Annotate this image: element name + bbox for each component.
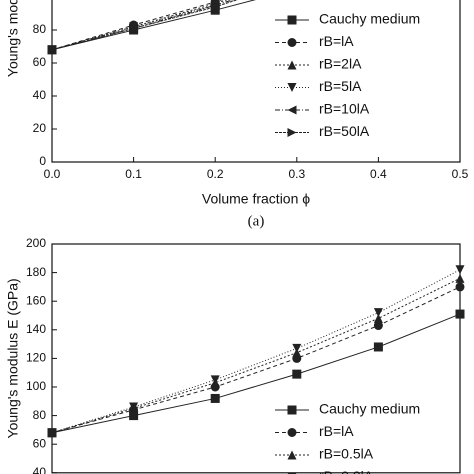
legend-marker (287, 405, 297, 415)
y-tick-label: 60 (33, 436, 47, 450)
x-tick-label: 0.3 (288, 167, 305, 181)
legend-marker (287, 128, 297, 137)
y-tick-label: 20 (33, 121, 47, 135)
x-tick-label: 0.5 (452, 167, 469, 181)
series-line (51, 0, 239, 51)
legend-label: rB=0.2lA (319, 468, 374, 474)
marker (292, 369, 302, 379)
series-line (51, 0, 256, 51)
marker (129, 402, 139, 412)
marker (373, 313, 383, 323)
marker (129, 23, 139, 33)
x-tick-label: 0.2 (207, 167, 224, 181)
marker (47, 45, 57, 55)
legend-label: Cauchy medium (319, 401, 420, 417)
marker (129, 411, 139, 421)
series-line (51, 0, 235, 51)
y-axis-label: Young's modulus E (GPa) (5, 0, 21, 77)
marker (373, 342, 383, 352)
y-axis-label: Young's modulus E (GPa) (5, 278, 21, 438)
x-axis-label: Volume fraction ϕ (202, 191, 310, 207)
legend-marker (287, 105, 297, 115)
series-line (51, 0, 234, 51)
legend-marker (287, 83, 297, 92)
caption: (a) (248, 213, 265, 229)
legend-label: rB=lA (319, 423, 354, 439)
y-tick-label: 80 (33, 408, 47, 422)
plot-frame (51, 243, 461, 474)
series-line (51, 277, 461, 434)
legend-marker (287, 15, 297, 25)
y-tick-label: 0 (39, 154, 46, 168)
legend-label: rB=lA (319, 33, 354, 49)
y-tick-label: 180 (26, 265, 46, 279)
y-tick-label: 80 (33, 22, 47, 36)
y-tick-label: 100 (26, 0, 46, 3)
y-tick-label: 140 (26, 322, 46, 336)
y-tick-label: 40 (33, 88, 47, 102)
legend-label: Cauchy medium (319, 11, 420, 27)
marker (210, 393, 220, 403)
legend-marker (287, 450, 297, 460)
legend-label: rB=10lA (319, 101, 370, 117)
y-tick-label: 200 (26, 236, 46, 250)
y-tick-label: 60 (33, 55, 47, 69)
legend-label: rB=5lA (319, 78, 362, 94)
y-tick-label: 120 (26, 351, 46, 365)
marker (292, 343, 302, 353)
marker (455, 273, 465, 283)
marker (373, 308, 383, 318)
legend-marker (287, 428, 297, 437)
series-line (51, 313, 461, 434)
legend-label: rB=2lA (319, 56, 362, 72)
marker (455, 265, 465, 275)
x-tick-label: 0.0 (44, 167, 61, 181)
legend-marker (287, 60, 297, 70)
y-tick-label: 160 (26, 293, 46, 307)
marker (455, 309, 465, 319)
legend-marker (287, 38, 297, 47)
series-line (51, 286, 461, 434)
series-line (51, 0, 228, 51)
series-line (51, 0, 223, 51)
y-tick-label: 100 (26, 379, 46, 393)
legend-label: rB=0.5lA (319, 446, 374, 462)
marker (210, 375, 220, 385)
marker (455, 282, 465, 292)
plot-frame (51, 0, 461, 163)
marker (210, 5, 220, 15)
legend-label: rB=50lA (319, 123, 370, 139)
x-tick-label: 0.4 (370, 167, 387, 181)
series-line (51, 269, 461, 434)
x-tick-label: 0.1 (125, 167, 142, 181)
y-tick-label: 40 (33, 465, 47, 474)
marker (210, 2, 220, 12)
marker (47, 428, 57, 438)
marker (373, 321, 383, 331)
